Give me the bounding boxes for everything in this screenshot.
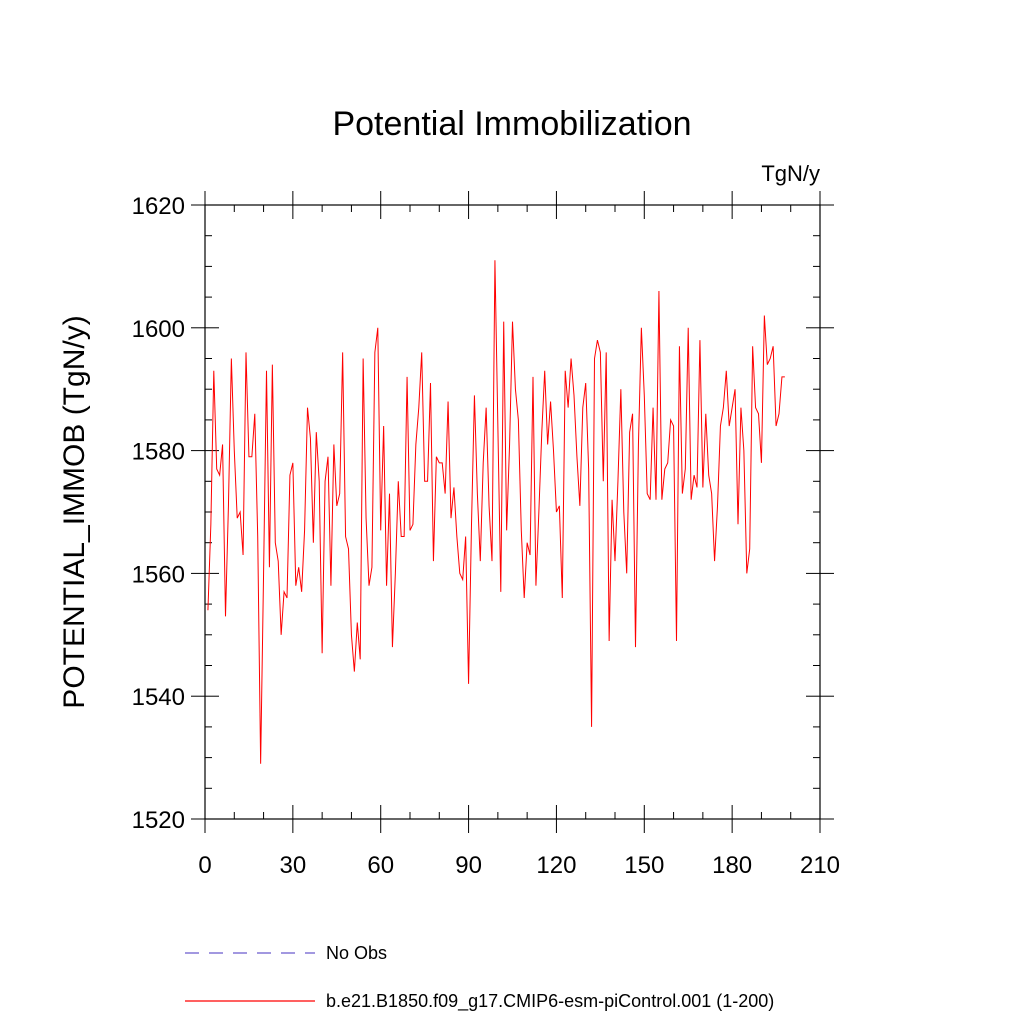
units-label: TgN/y [761, 161, 820, 186]
plot-frame [204, 204, 821, 820]
legend-label-model: b.e21.B1850.f09_g17.CMIP6-esm-piControl.… [326, 991, 774, 1012]
y-tick-label: 1520 [132, 807, 185, 834]
legend: No Obs b.e21.B1850.f09_g17.CMIP6-esm-piC… [185, 943, 774, 1012]
minor-ticks [205, 205, 820, 819]
y-tick-label: 1580 [132, 439, 185, 466]
x-tick-label: 30 [280, 852, 307, 879]
x-tick-label: 60 [367, 852, 394, 879]
major-ticks [191, 191, 834, 833]
y-tick-label: 1620 [132, 193, 185, 220]
x-tick-label: 0 [198, 852, 211, 879]
y-axis-label: POTENTIAL_IMMOB (TgN/y) [58, 315, 91, 708]
chart-title: Potential Immobilization [332, 105, 691, 143]
tick-labels: 0 30 60 90 120 150 180 210 1520 1540 1560 1580 1600 1… [132, 193, 840, 879]
series-line-0 [207, 260, 785, 764]
y-tick-label: 1560 [132, 561, 185, 588]
x-tick-label: 180 [712, 852, 752, 879]
x-tick-label: 210 [800, 852, 840, 879]
x-tick-label: 150 [624, 852, 664, 879]
x-tick-label: 120 [536, 852, 576, 879]
x-tick-label: 90 [455, 852, 482, 879]
y-tick-label: 1600 [132, 316, 185, 343]
legend-label-obs: No Obs [326, 943, 387, 963]
plot-lines [207, 260, 785, 764]
y-tick-label: 1540 [132, 684, 185, 711]
